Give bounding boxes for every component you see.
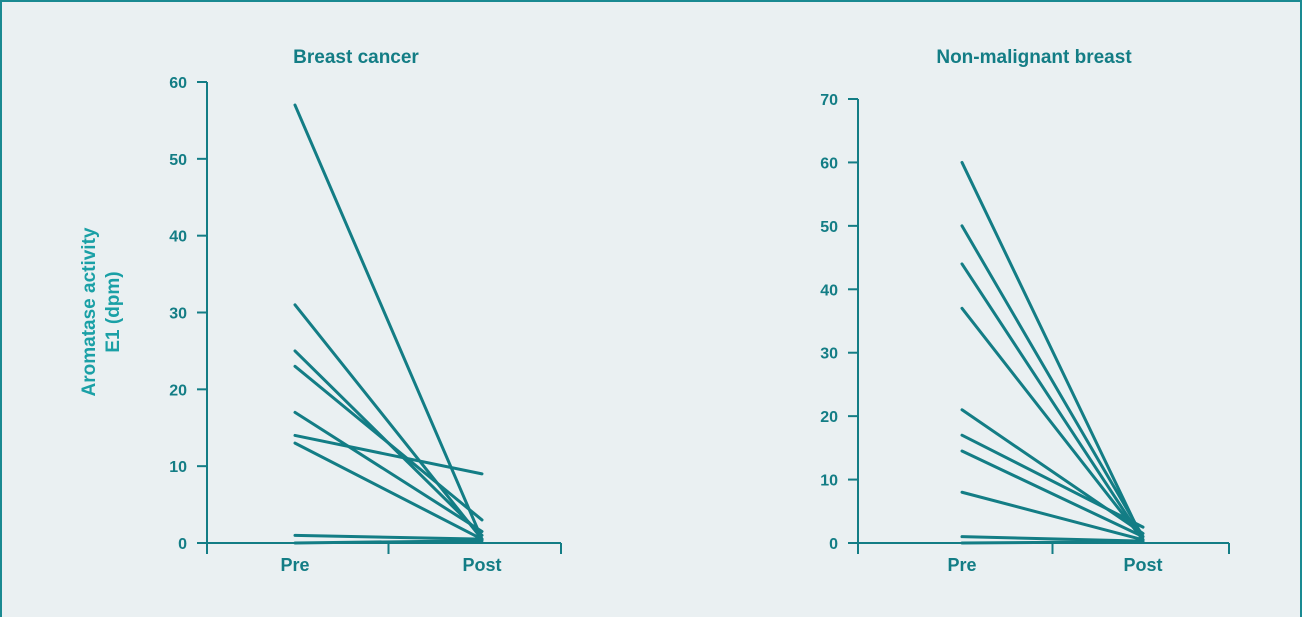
y-tick-label: 40 bbox=[169, 229, 187, 246]
y-tick-label: 10 bbox=[169, 459, 187, 476]
series-line-6 bbox=[960, 433, 1145, 529]
series-line-8 bbox=[960, 490, 1145, 542]
y-tick-label: 10 bbox=[820, 473, 838, 490]
y-tick-label: 0 bbox=[178, 536, 187, 553]
y-tick-label: 60 bbox=[820, 155, 838, 172]
shared-y-axis-label-line1: Aromatase activity bbox=[79, 227, 100, 396]
y-tick-label: 30 bbox=[820, 346, 838, 363]
series-line-2 bbox=[960, 224, 1145, 539]
shared-y-axis-label-line2: E1 (dpm) bbox=[103, 271, 124, 352]
x-category-label: Post bbox=[1123, 555, 1162, 575]
chart-non-malignant-breast: Non-malignant breast 0 10 20 30 40 50 60 70 Pre Po… bbox=[820, 47, 1230, 575]
y-tick-label: 60 bbox=[169, 75, 187, 92]
y-tick-label: 30 bbox=[169, 306, 187, 323]
series-line-10 bbox=[960, 540, 1145, 545]
chart-breast-cancer: Breast cancer 0 10 20 30 40 50 60 Pre Post bbox=[169, 47, 562, 575]
y-tick-label: 40 bbox=[820, 282, 838, 299]
y-tick-label: 0 bbox=[829, 536, 838, 553]
series-line-4 bbox=[960, 306, 1145, 542]
x-category-label: Pre bbox=[947, 555, 976, 575]
chart-title: Non-malignant breast bbox=[936, 47, 1132, 68]
y-tick-label: 20 bbox=[820, 409, 838, 426]
series-line-9 bbox=[960, 535, 1145, 543]
series-line-1 bbox=[960, 160, 1145, 542]
series-line-7 bbox=[960, 449, 1145, 539]
series-line-5 bbox=[293, 410, 484, 533]
series-line-8 bbox=[293, 533, 484, 541]
y-tick-label: 50 bbox=[820, 219, 838, 236]
series-line-3 bbox=[960, 262, 1145, 542]
series-line-4 bbox=[293, 364, 484, 522]
y-tick-label: 20 bbox=[169, 382, 187, 399]
series-line-7 bbox=[293, 441, 484, 541]
series-line-9 bbox=[293, 539, 484, 545]
chart-title: Breast cancer bbox=[293, 47, 419, 68]
y-tick-label: 50 bbox=[169, 152, 187, 169]
x-category-label: Post bbox=[462, 555, 501, 575]
x-category-label: Pre bbox=[280, 555, 309, 575]
y-tick-label: 70 bbox=[820, 92, 838, 109]
series-line-6 bbox=[293, 433, 484, 476]
series-line-2 bbox=[293, 303, 484, 541]
